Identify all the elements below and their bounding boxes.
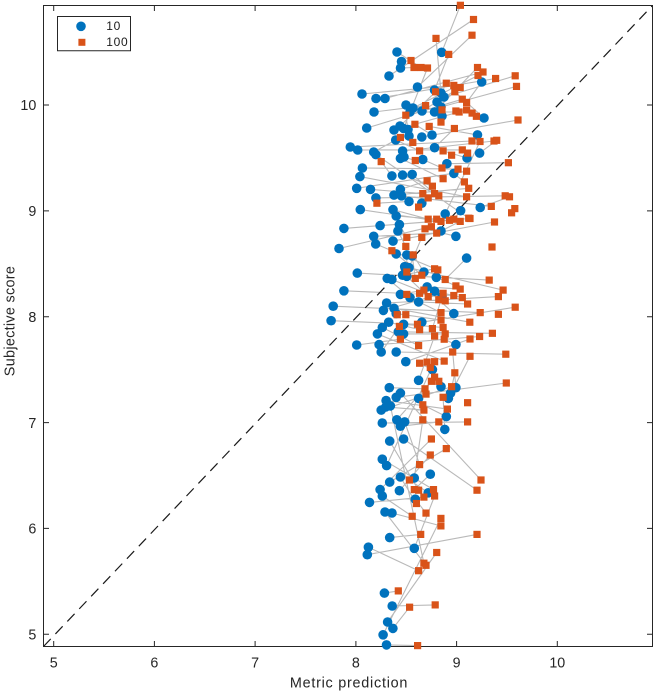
svg-text:Metric prediction: Metric prediction (290, 675, 408, 691)
svg-text:10: 10 (106, 19, 121, 33)
svg-text:Subjective score: Subjective score (3, 266, 19, 376)
svg-text:7: 7 (251, 656, 259, 672)
svg-text:5: 5 (50, 656, 58, 672)
svg-text:9: 9 (28, 204, 36, 220)
svg-text:6: 6 (150, 656, 158, 672)
svg-text:10: 10 (549, 656, 565, 672)
svg-text:7: 7 (28, 416, 36, 432)
svg-text:8: 8 (28, 310, 36, 326)
svg-text:100: 100 (106, 35, 128, 49)
svg-text:6: 6 (28, 522, 36, 538)
svg-text:10: 10 (20, 98, 36, 114)
svg-text:8: 8 (352, 656, 360, 672)
svg-text:9: 9 (453, 656, 461, 672)
svg-text:5: 5 (28, 628, 36, 644)
